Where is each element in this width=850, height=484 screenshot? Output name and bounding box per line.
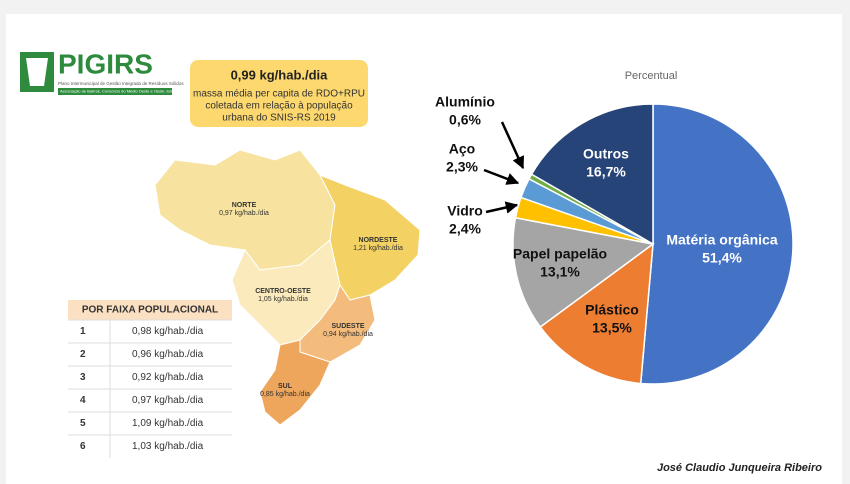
region-name: CENTRO-OESTE [255,288,311,295]
pie-label: Outros [583,146,629,162]
logo: PIGIRS Plano Intermunicipal de Gestão In… [20,48,186,95]
cell: 0,97 kg/hab./dia [132,395,204,406]
region-name: NORDESTE [359,237,398,244]
cell: 1 [80,326,86,337]
cell: 1,09 kg/hab./dia [132,418,204,429]
pie-value-label: 51,4% [702,250,742,266]
highlight-value: 0,99 kg/hab./dia [231,67,329,82]
pie [512,103,794,385]
arrow [485,201,519,214]
region-value: 1,21 kg/hab./dia [353,245,403,252]
pie-label: Plástico [585,302,639,318]
cell: 0,96 kg/hab./dia [132,349,204,360]
pie-value-label: 2,4% [449,221,481,237]
cell: 1,03 kg/hab./dia [132,441,204,452]
logo-bin [26,58,48,86]
table-header-bg [68,300,232,320]
logo-band [58,88,172,95]
table: POR FAIXA POPULACIONAL 1 0,98 kg/hab./dia… [68,300,232,458]
logo-subtitle: Plano Intermunicipal de Gestão Integrada… [58,81,184,86]
region-value: 1,05 kg/hab./dia [258,296,308,303]
pie-value-label: 13,5% [592,320,632,336]
highlight-line: urbana do SNIS-RS 2019 [222,113,336,124]
map [154,149,421,426]
chart-title: Percentual [625,70,678,82]
pie-value-label: 13,1% [540,264,580,280]
cell: 2 [80,349,86,360]
highlight-line: massa média per capita de RDO+RPU [193,89,365,100]
pie-value-label: 0,6% [449,112,481,128]
region-value: 0,97 kg/hab./dia [219,210,269,217]
pie-label: Matéria orgânica [666,232,777,248]
region-name: NORTE [232,202,257,209]
pie-slice [539,242,654,385]
region-value: 0,85 kg/hab./dia [260,391,310,398]
pie-label: Vidro [447,203,483,219]
cell: 3 [80,372,86,383]
pie-label: Aço [449,141,475,157]
pie-slice [530,103,654,246]
cell: 5 [80,418,86,429]
highlight-line: coletada em relação à população [205,101,353,112]
region-nordeste [318,174,421,301]
logo-band-text: Associação de Bairros, Consórcio do Médi… [60,89,186,94]
region-name: SUDESTE [331,323,364,330]
region-value: 0,94 kg/hab./dia [323,331,373,338]
pie-slice [512,216,655,329]
table-header: POR FAIXA POPULACIONAL [82,305,218,316]
pie-slice [639,103,794,385]
pie-label: Alumínio [435,94,495,110]
logo-title: PIGIRS [58,48,153,79]
pie-value-label: 16,7% [586,164,626,180]
region-sul [259,339,331,426]
region-name: SUL [278,383,293,390]
highlight-box [190,60,368,127]
pie-value-label: 2,3% [446,159,478,175]
cell: 4 [80,395,86,406]
cell: 0,98 kg/hab./dia [132,326,204,337]
cell: 6 [80,441,86,452]
pie-label: Papel papelão [513,246,607,262]
cell: 0,92 kg/hab./dia [132,372,204,383]
arrow [500,121,525,170]
arrow [483,168,520,185]
author: José Claudio Junqueira Ribeiro [657,462,822,474]
